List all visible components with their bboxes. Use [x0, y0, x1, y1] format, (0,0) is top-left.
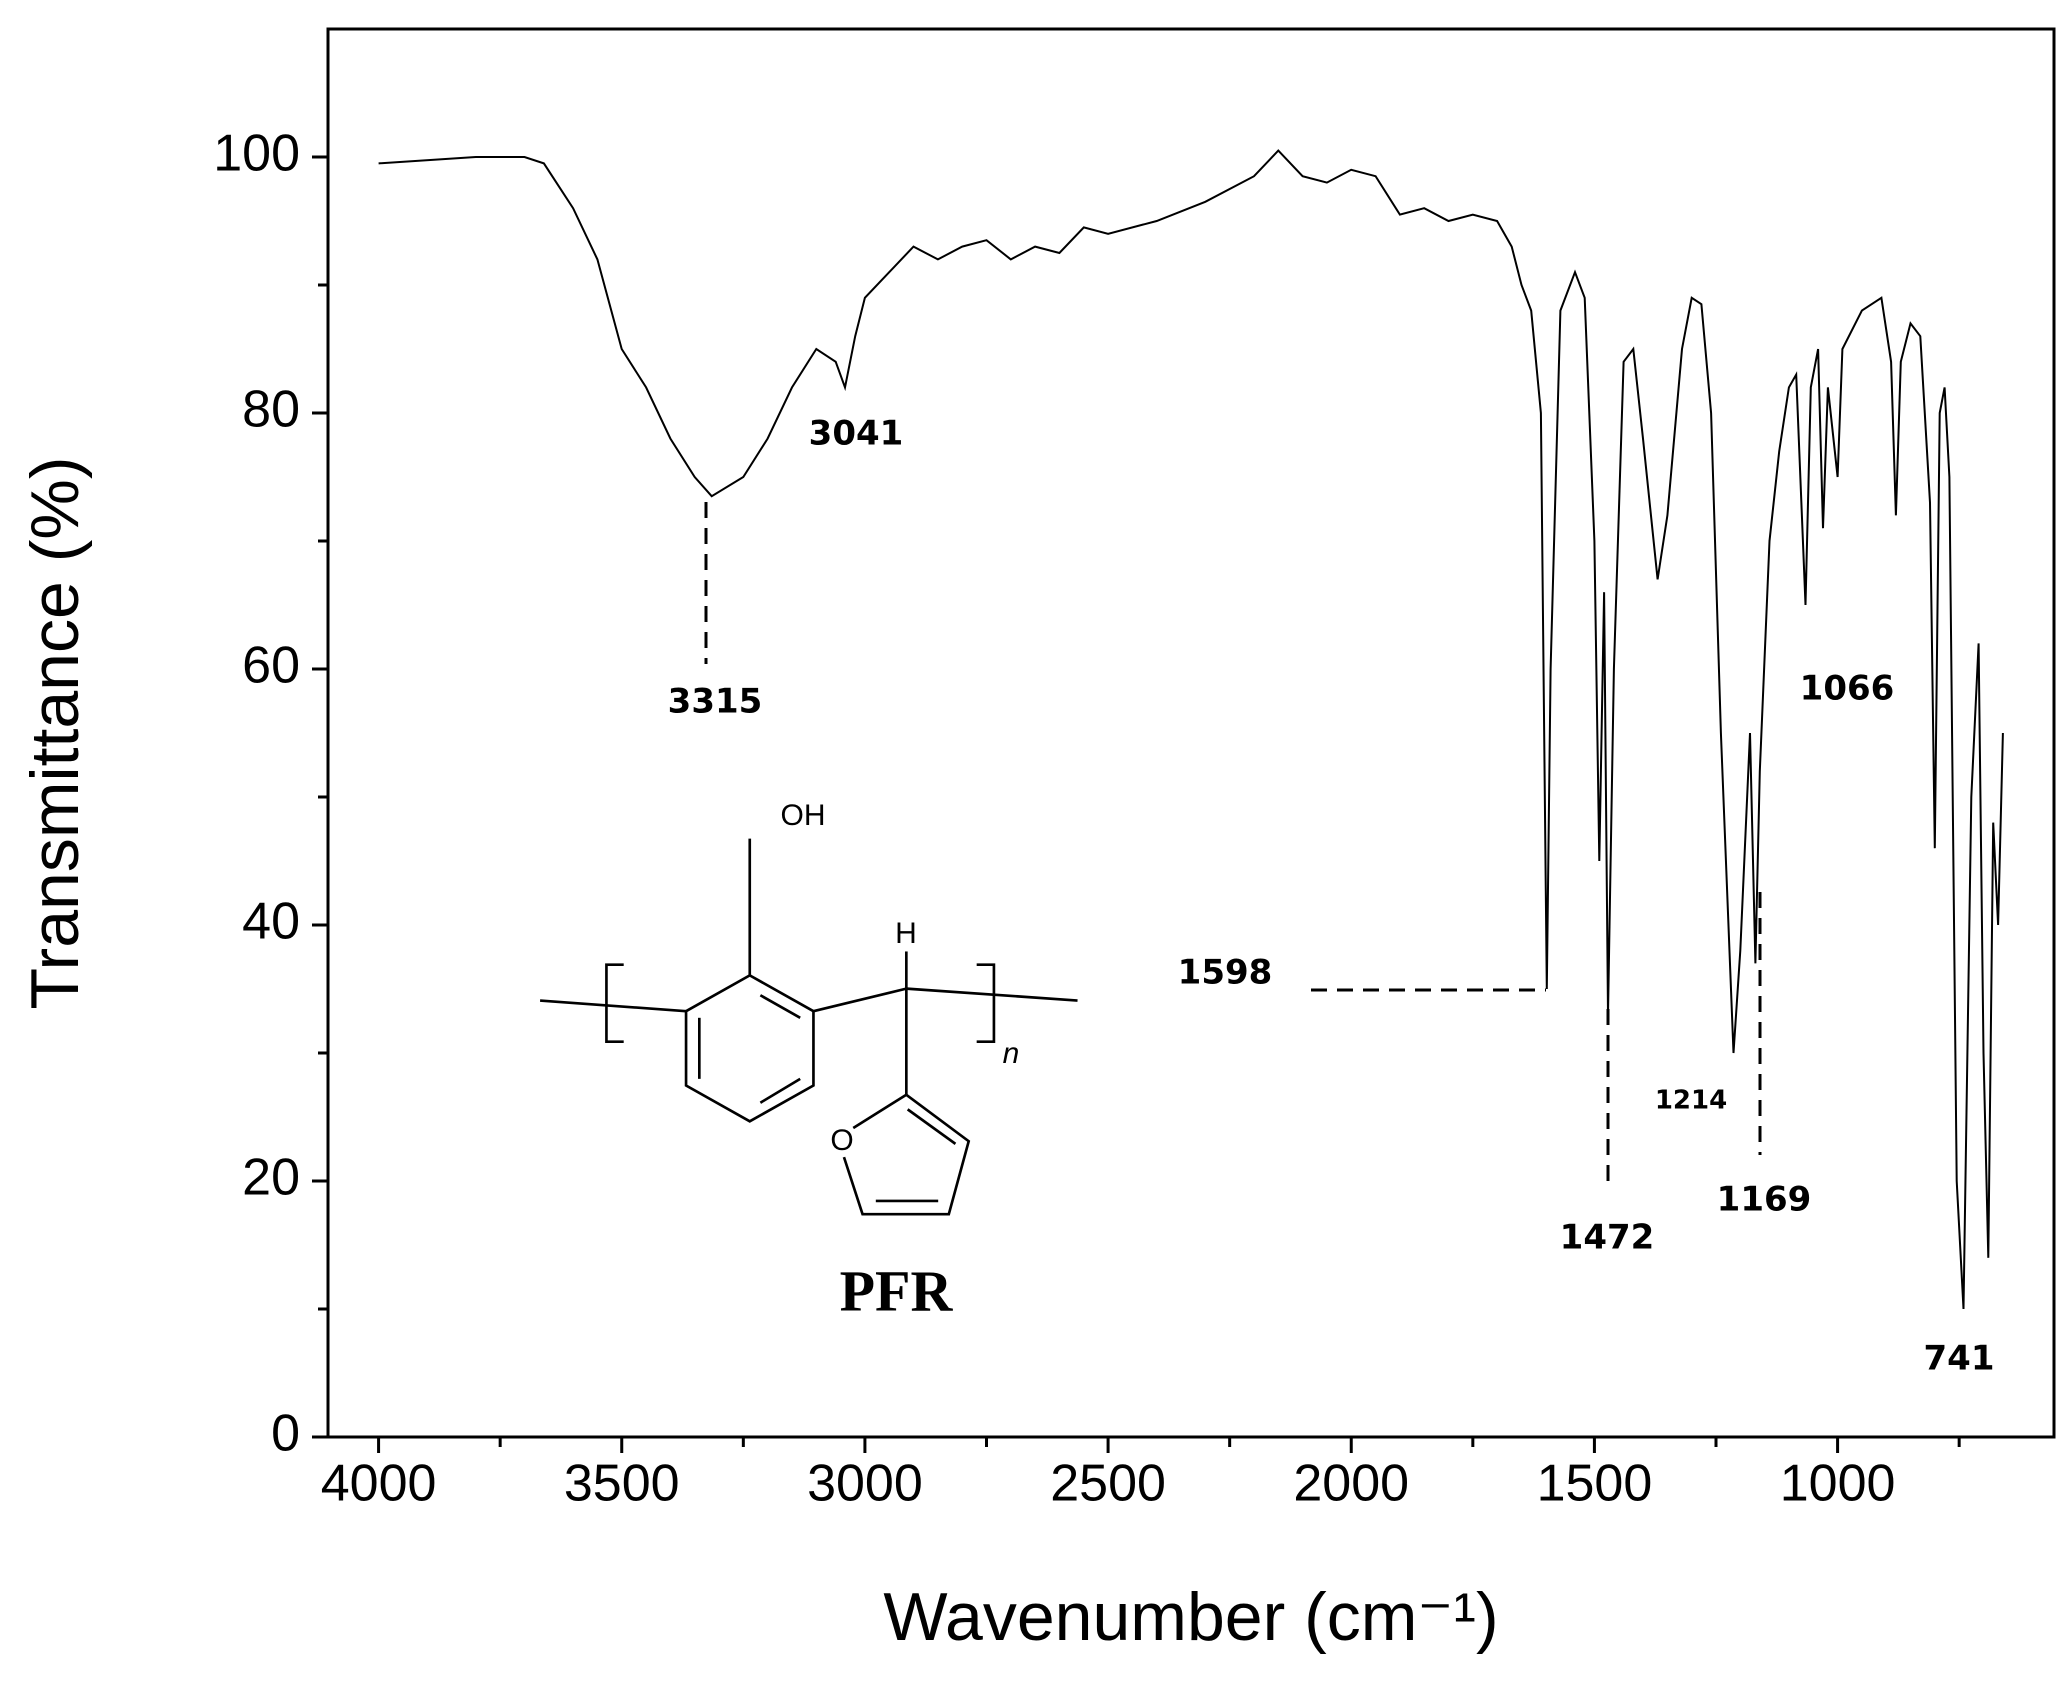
y-tick-label: 100 — [213, 125, 300, 183]
peak-label: 3041 — [809, 414, 904, 454]
x-tick-label: 1000 — [1780, 1455, 1896, 1513]
peak-label: 1472 — [1560, 1218, 1655, 1258]
y-tick-label: 60 — [242, 637, 300, 695]
peak-label: 3315 — [668, 682, 763, 722]
structure — [539, 838, 1078, 1216]
plot-frame — [326, 27, 2056, 1439]
structure-label: n — [1003, 1037, 1020, 1070]
structure-label: OH — [781, 799, 826, 832]
y-tick-label: 40 — [242, 893, 300, 951]
x-tick-label: 3000 — [807, 1455, 923, 1513]
structure-label: PFR — [840, 1258, 954, 1323]
x-tick-label: 2500 — [1050, 1455, 1166, 1513]
x-tick-label: 4000 — [321, 1455, 437, 1513]
structure-label: O — [830, 1124, 853, 1157]
x-axis-label: Wavenumber (cm⁻¹) — [883, 1579, 1498, 1655]
spectrum-line — [378, 149, 2004, 1310]
peak-label: 1169 — [1717, 1180, 1812, 1220]
peak-label: 1214 — [1655, 1086, 1727, 1116]
y-axis-label: Transmittance (%) — [17, 457, 93, 1010]
structure-label: H — [895, 917, 917, 950]
y-tick-label: 0 — [271, 1405, 300, 1463]
y-tick-label: 20 — [242, 1149, 300, 1207]
peak-label: 1066 — [1800, 669, 1895, 709]
peak-label: 741 — [1924, 1339, 1995, 1379]
x-tick-label: 3500 — [564, 1455, 680, 1513]
peak-label: 1598 — [1178, 953, 1273, 993]
x-tick-label: 1500 — [1537, 1455, 1653, 1513]
x-tick-label: 2000 — [1293, 1455, 1409, 1513]
y-tick-label: 80 — [242, 381, 300, 439]
